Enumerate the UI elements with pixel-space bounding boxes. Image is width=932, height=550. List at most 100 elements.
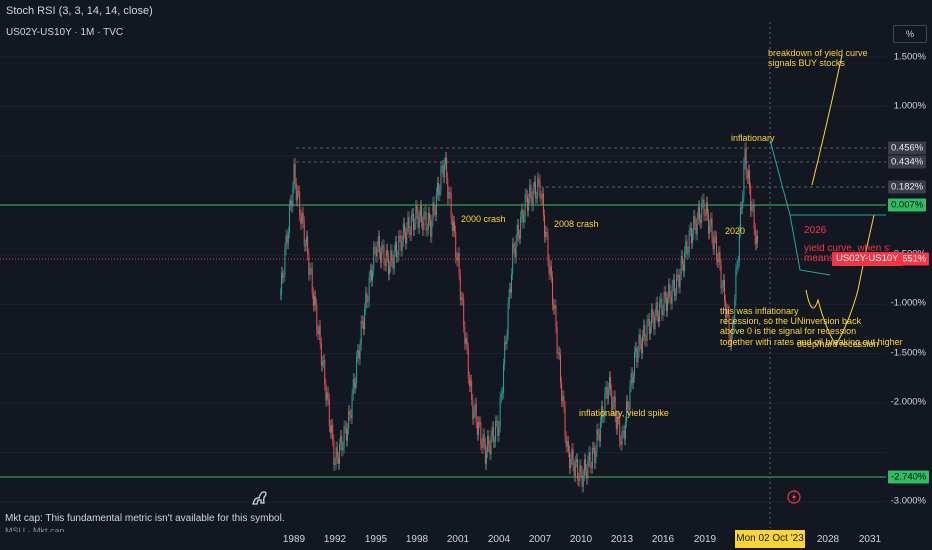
- annotation-2000-crash[interactable]: 2000 crash: [461, 214, 506, 224]
- candle-body: [356, 356, 358, 383]
- candle-body: [390, 250, 392, 267]
- candle-body: [697, 206, 699, 219]
- candle-body: [321, 361, 323, 366]
- market-cap-sub: MSU · Mkt cap: [5, 526, 65, 532]
- annotation-yield-spike[interactable]: inflationary, yield spike: [579, 408, 669, 418]
- candle-body: [536, 197, 538, 199]
- candle-body: [757, 235, 759, 243]
- candle-body: [531, 197, 533, 206]
- candle-body: [468, 377, 470, 387]
- candle-body: [323, 360, 325, 362]
- candle-body: [416, 205, 418, 213]
- candle-body: [311, 268, 313, 294]
- candle-body: [310, 268, 312, 270]
- candle-body: [499, 397, 501, 427]
- candle-body: [422, 222, 424, 231]
- price-tick: -1.500%: [890, 347, 926, 359]
- candle-body: [349, 411, 351, 415]
- time-tick: 2004: [487, 534, 511, 545]
- candle-body: [392, 260, 394, 269]
- scale-mode-button[interactable]: %: [893, 25, 927, 43]
- candle-body: [417, 212, 419, 228]
- annotation-together[interactable]: together with rates and oil breaking out…: [720, 337, 903, 347]
- candle-body: [438, 182, 440, 196]
- candle-body: [607, 388, 609, 399]
- annotation-2008-crash[interactable]: 2008 crash: [554, 219, 599, 229]
- candle-body: [615, 416, 617, 429]
- candle-body: [361, 320, 363, 323]
- candle-body: [556, 327, 558, 354]
- candle-body: [460, 297, 462, 300]
- candle-body: [634, 351, 636, 377]
- candle-body: [516, 224, 518, 241]
- candle-body: [588, 452, 590, 462]
- candle-body: [623, 430, 625, 440]
- candle-body: [424, 211, 426, 214]
- candle-body: [357, 349, 359, 357]
- candle-body: [684, 251, 686, 272]
- candle-body: [744, 148, 746, 164]
- candle-body: [688, 230, 690, 253]
- candle-body: [731, 321, 733, 335]
- candle-body: [474, 403, 476, 412]
- candle-body: [475, 403, 477, 423]
- candle-body: [561, 382, 563, 402]
- candle-body: [314, 296, 315, 306]
- candle-body: [296, 191, 298, 201]
- candle-body: [406, 227, 408, 244]
- candle-body: [299, 191, 301, 216]
- candle-body: [433, 202, 435, 211]
- price-axis[interactable]: 1.500% 1.000% -0.500% -1.000% -1.500% -2…: [886, 22, 932, 517]
- candle-body: [587, 461, 589, 479]
- candle-body: [359, 344, 361, 360]
- time-axis[interactable]: 1989 1992 1995 1998 2001 2004 2007 2010 …: [0, 528, 932, 550]
- annotation-inflationary[interactable]: inflationary: [731, 133, 775, 143]
- candle-body: [342, 447, 344, 451]
- candle-body: [466, 338, 468, 349]
- annotation-deep-recession[interactable]: deep/hard recession: [797, 339, 879, 349]
- candle-body: [593, 447, 595, 449]
- annotation-breakdown[interactable]: breakdown of yield curve signals BUY sto…: [768, 48, 868, 68]
- candle-body: [430, 220, 432, 237]
- candle-body: [687, 252, 689, 254]
- annotation-inflationary-recession[interactable]: this was inflationary recession, so the …: [720, 306, 862, 336]
- candle-body: [400, 236, 402, 251]
- candle-body: [639, 334, 641, 344]
- candle-body: [577, 459, 579, 480]
- candle-body: [326, 392, 328, 401]
- candle-body: [710, 218, 712, 226]
- candle-body: [464, 326, 466, 345]
- candle-body: [290, 200, 292, 206]
- candle-body: [755, 235, 757, 245]
- candle-body: [701, 202, 703, 223]
- candle-body: [738, 231, 740, 262]
- indicator-title[interactable]: Stoch RSI (3, 3, 14, 14, close): [6, 5, 153, 17]
- candle-body: [291, 200, 293, 207]
- event-flash-icon[interactable]: [787, 490, 801, 504]
- candle-body: [465, 338, 467, 345]
- candle-body: [540, 196, 542, 199]
- candle-body: [729, 336, 731, 345]
- candle-body: [705, 202, 707, 216]
- price-chart[interactable]: [0, 0, 932, 528]
- candle-body: [331, 424, 333, 433]
- candle-body: [546, 231, 548, 234]
- candle-body: [571, 448, 573, 460]
- time-tick: 2019: [693, 534, 717, 545]
- candle-body: [569, 451, 571, 469]
- candle-body: [480, 422, 482, 445]
- annotation-yield-curve[interactable]: yield curve, when sta means: [804, 244, 890, 264]
- candle-body: [364, 309, 366, 330]
- tradingview-logo-icon[interactable]: [250, 487, 270, 507]
- candle-body: [282, 272, 284, 278]
- annotation-2026[interactable]: 2026: [804, 225, 827, 236]
- candle-body: [669, 284, 671, 297]
- candle-body: [362, 322, 364, 330]
- candle-body: [708, 214, 710, 234]
- symbol-title[interactable]: US02Y-US10Y · 1M · TVC: [6, 27, 124, 38]
- candle-body: [519, 235, 520, 239]
- time-tick: 1992: [323, 534, 347, 545]
- candle-body: [507, 303, 509, 335]
- candle-body: [514, 247, 516, 258]
- annotation-2020[interactable]: 2020: [725, 226, 746, 236]
